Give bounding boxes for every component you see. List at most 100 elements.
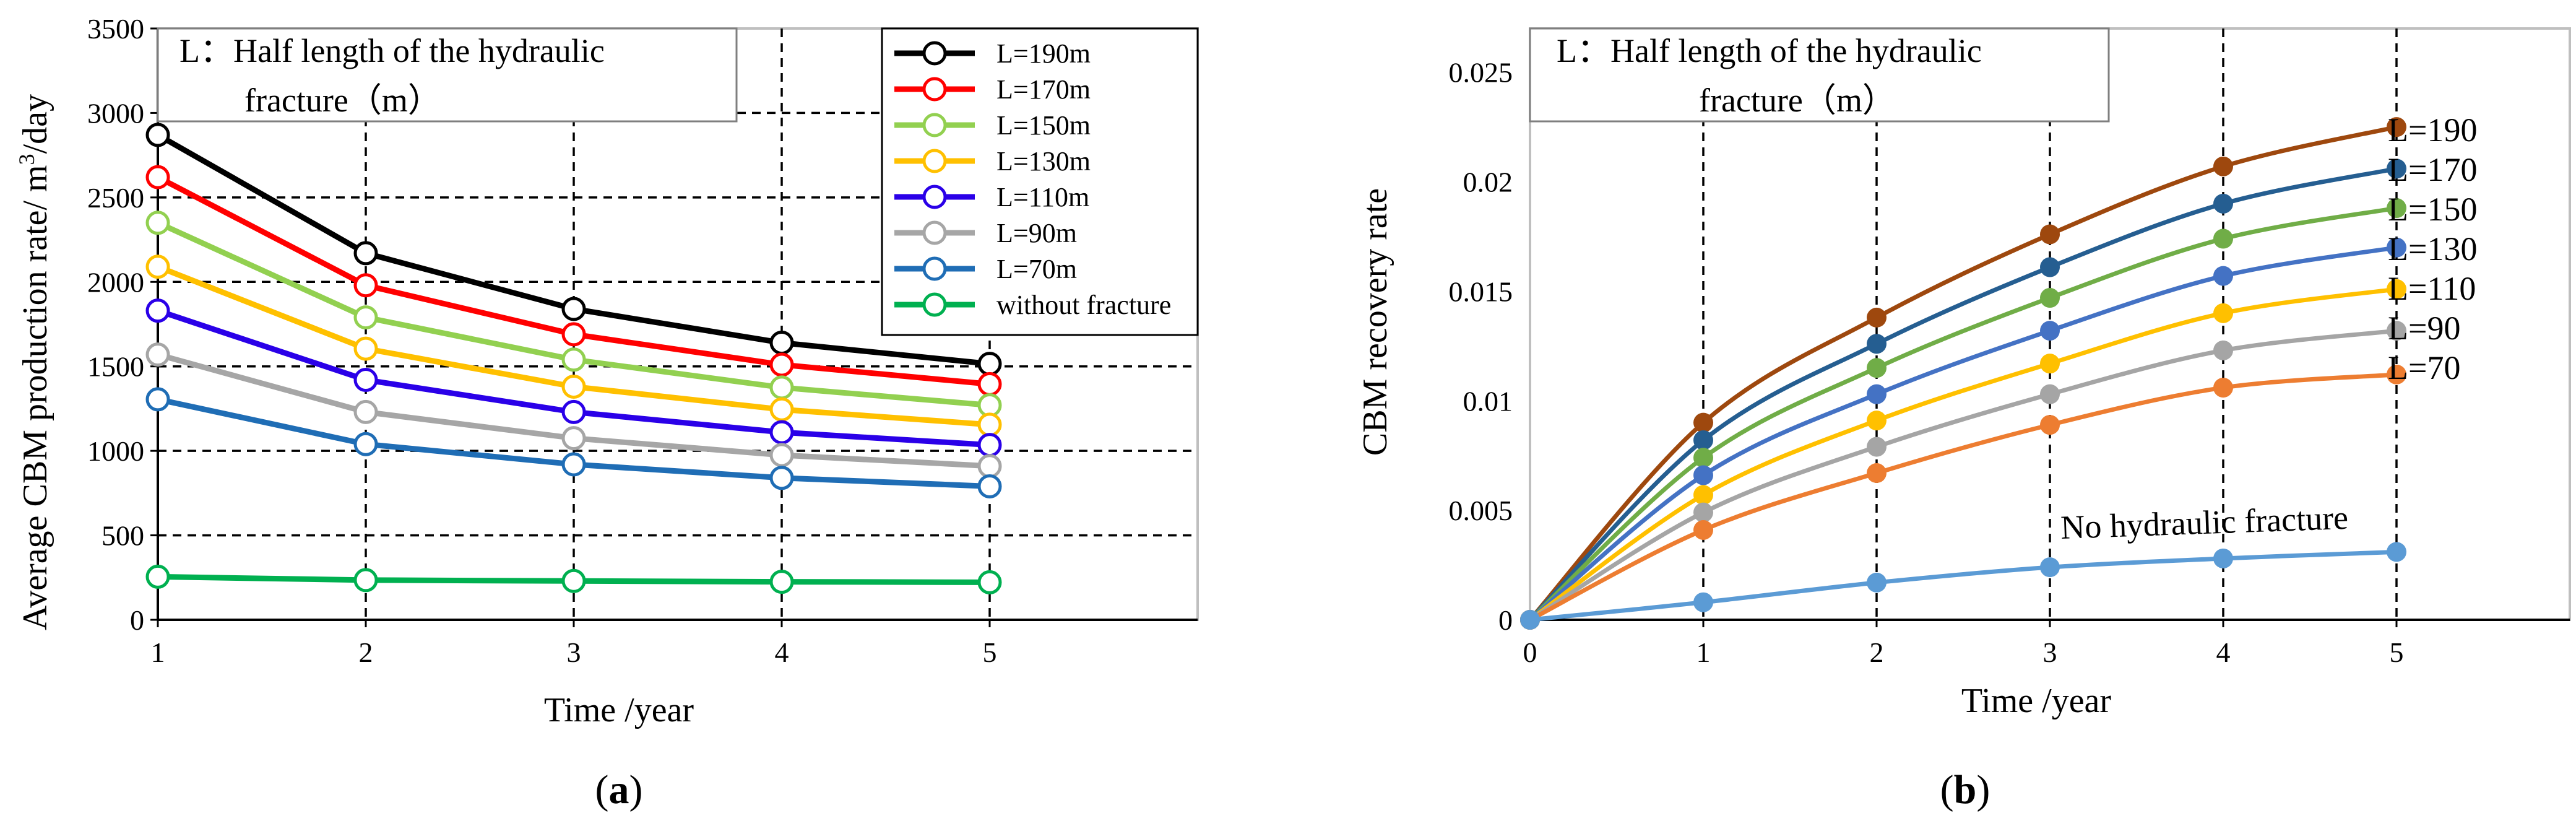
chart-b-data-point [2387,237,2406,258]
chart-a-y-axis-title-main: Average CBM production rate/ m [16,165,54,630]
chart-a-data-point [977,454,1002,479]
chart-b-data-point [2213,340,2233,360]
chart-b-series-label: L=90 [2388,310,2460,347]
chart-b-data-point [2387,364,2406,385]
chart-a-data-point [561,452,586,477]
chart-a-data-point [561,568,586,593]
chart-a-legend-marker [922,292,947,317]
chart-a-y-tick-label: 2000 [87,266,144,298]
chart-a-y-tick-label: 3500 [87,13,144,45]
chart-b-data-point [2387,117,2406,137]
chart-b-series-label: L=130 [2388,230,2477,267]
chart-b-x-tick-label: 2 [1870,637,1884,668]
chart-a-data-point [977,412,1002,437]
chart-a-legend-label: L=190m [996,38,1091,69]
chart-b-y-tick-label: 0.01 [1463,385,1513,417]
chart-b-series-line [1529,328,2397,622]
chart-b-data-point [1693,412,1713,433]
chart-b-data-point [2040,321,2060,341]
chart-b-data-point [1693,465,1713,485]
chart-b-data-point [2213,156,2233,176]
chart-b-series-label: L=150 [2388,191,2477,228]
chart-a-data-point [977,433,1002,458]
chart-b-data-point [2040,257,2060,277]
chart-b-data-point [2213,228,2233,249]
chart-a-legend-marker [922,113,947,137]
panel-label-b-close: ) [1976,767,1990,812]
chart-a-legend-marker [922,149,947,173]
chart-b-data-point [1693,520,1713,540]
chart-b-data-point [1693,502,1713,523]
chart-a-data-point [561,322,586,347]
chart-a-data-point [145,387,170,412]
chart-b-data-point [1867,437,1887,457]
chart-a-data-point [145,254,170,279]
chart-b-x-axis-title: Time /year [1961,682,2111,720]
chart-b-data-point [2387,159,2406,179]
panel-label-a-open: ( [595,767,609,812]
chart-a-data-point [561,399,586,424]
chart-b-y-axis-title: CBM recovery rate [1356,188,1394,456]
chart-b-x-tick-label: 0 [1523,637,1537,668]
chart-a-data-point [145,342,170,367]
chart-a-note-line1: L：Half length of the hydraulic [179,32,605,69]
chart-b-data-point [2040,384,2060,404]
chart-b-series-line [1528,206,2397,622]
chart-a-data-point [769,397,794,422]
chart-b-data-point [1867,384,1887,404]
panel-label-b-letter: b [1954,767,1977,812]
chart-a-data-point [353,368,378,393]
chart-b-data-point [1867,411,1887,431]
chart-b-data-point [1693,485,1713,505]
chart-b-data-point [2040,557,2060,578]
chart-b-data-point [2387,198,2406,219]
chart-a-data-point [769,420,794,445]
chart-a-data-point [769,375,794,400]
chart-a-note-box [157,27,738,123]
panel-label-b: (b) [1940,767,1990,812]
chart-a-data-point [561,347,586,372]
chart-b-y-tick-label: 0 [1498,604,1513,636]
chart-a-y-axis-title: Average CBM production rate/ m3/day [14,94,54,630]
chart-a-data-point [561,374,586,399]
chart-b-data-point [1693,448,1713,468]
chart-a-data-point [353,568,378,593]
chart-a-legend-label: L=90m [996,218,1077,248]
chart-b-x-tick-label: 3 [2043,637,2057,668]
chart-a-y-tick-label: 0 [130,604,144,636]
chart-b-series-line [1528,245,2397,622]
chart-b-data-point [1867,463,1887,484]
chart-b-series-line [1529,372,2397,622]
chart-a-data-point [353,241,378,266]
chart-b-data-point [2213,193,2233,214]
chart-a-y-axis-title-tail: /day [16,94,54,154]
chart-a-legend-marker [922,77,947,102]
chart-a-data-point [769,570,794,594]
chart-a-y-tick-label: 2500 [87,182,144,214]
panel-label-a: (a) [595,767,643,812]
chart-a-note-line2: fracture（m） [244,82,441,119]
chart-a-legend-label: L=170m [996,74,1091,105]
chart-b-series-label: L=170 [2388,151,2477,188]
chart-a-data-point [145,564,170,589]
chart-b-series-line [1529,549,2397,622]
chart-a-data-point [145,211,170,235]
chart-a-x-tick-label: 1 [151,637,165,668]
chart-a-y-tick-label: 500 [102,520,144,552]
chart-b-series-line [1528,287,2397,622]
chart-b-data-point [1520,610,1540,630]
chart-b-tick-labels: 0 0.005 0.01 0.015 0.02 0.025 0 1 2 3 4 5 [1449,57,2404,668]
chart-b: 0 0.005 0.01 0.015 0.02 0.025 0 1 2 3 4 5 L=190L=17… [1356,27,2571,812]
chart-b-data-point [1867,572,1887,593]
chart-a-y-tick-label: 1500 [87,351,144,383]
chart-a-data-point [769,466,794,490]
chart-b-data-point [1867,334,1887,354]
chart-b-data-point [1867,307,1887,328]
chart-a: 0 500 1000 1500 2000 2500 3000 3500 1 2 3 4 5 L：Half… [14,13,1199,812]
chart-a-data-point [145,165,170,189]
panel-label-a-close: ) [629,767,643,812]
chart-a-x-tick-label: 5 [983,637,997,668]
chart-a-y-axis-title-sup: 3 [14,154,39,165]
